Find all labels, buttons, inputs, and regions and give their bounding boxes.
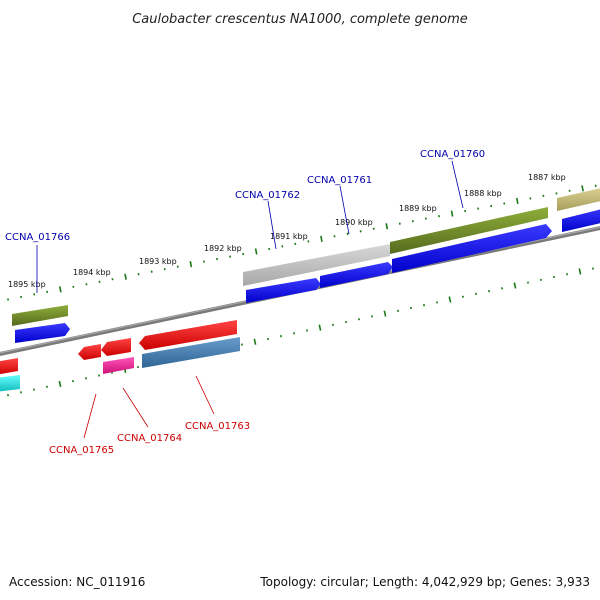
tick-mark [58, 286, 62, 293]
gene-label-CCNA_01762[interactable]: CCNA_01762 [235, 190, 300, 201]
feature-khaki-forward[interactable] [557, 186, 600, 211]
tick-mark [383, 310, 387, 317]
tick-mark [513, 282, 517, 289]
accession-text: Accession: NC_011916 [9, 575, 145, 589]
tick-label: 1892 kbp [204, 244, 242, 253]
tick-mark [320, 235, 323, 242]
feature-green-left[interactable] [12, 305, 68, 326]
tick-mark [253, 338, 257, 345]
tick-label: 1888 kbp [464, 189, 502, 198]
gene-label-CCNA_01764[interactable]: CCNA_01764 [117, 433, 182, 444]
gene-label-CCNA_01763[interactable]: CCNA_01763 [185, 421, 250, 432]
gene-labels-top: CCNA_01766 CCNA_01762 CCNA_01761 CCNA_01… [5, 149, 485, 293]
tick-label: 1894 kbp [73, 268, 111, 277]
gene-labels-bottom: CCNA_01765 CCNA_01764 CCNA_01763 [49, 375, 250, 456]
tick-mark [448, 296, 452, 303]
gene-arrow-CCNA_01763[interactable] [139, 320, 237, 350]
tick-mark [189, 261, 193, 268]
upper-tick-track [7, 184, 597, 301]
genome-summary-text: Topology: circular; Length: 4,042,929 bp… [259, 575, 590, 589]
tick-mark [58, 380, 62, 388]
feature-magenta-reverse[interactable] [103, 357, 134, 374]
feature-red-left-edge[interactable] [0, 358, 18, 375]
gene-label-CCNA_01760[interactable]: CCNA_01760 [420, 149, 485, 160]
gene-arrow-CCNA_01762[interactable] [246, 278, 321, 303]
gene-label-CCNA_01765[interactable]: CCNA_01765 [49, 445, 114, 456]
tick-label: 1891 kbp [270, 232, 308, 241]
feature-gray-forward[interactable] [243, 244, 390, 286]
gene-arrow-CCNA_01761[interactable] [320, 262, 393, 288]
map-title: Caulobacter crescentus NA1000, complete … [132, 12, 468, 27]
tick-mark [124, 273, 127, 280]
feature-green-forward[interactable] [390, 207, 548, 254]
tick-mark [385, 223, 389, 230]
tick-label: 1890 kbp [335, 218, 373, 227]
gene-label-CCNA_01761[interactable]: CCNA_01761 [307, 175, 372, 186]
tick-mark [450, 210, 454, 217]
tick-mark [591, 267, 594, 270]
tick-mark [318, 324, 322, 331]
tick-mark [578, 268, 582, 275]
tick-mark [581, 185, 584, 192]
gene-arrow-right-edge[interactable] [562, 207, 600, 232]
tick-mark [254, 248, 258, 255]
tick-label: 1895 kbp [8, 280, 46, 289]
kbp-labels: 1895 kbp 1894 kbp 1893 kbp 1892 kbp 1891… [8, 173, 566, 289]
gene-label-CCNA_01766[interactable]: CCNA_01766 [5, 232, 70, 243]
tick-mark [515, 197, 519, 205]
gene-arrow-CCNA_01760[interactable] [392, 224, 552, 273]
tick-label: 1889 kbp [399, 204, 437, 213]
tick-label: 1893 kbp [139, 257, 177, 266]
feature-cyan-left-edge[interactable] [0, 375, 20, 392]
tick-label: 1887 kbp [528, 173, 566, 182]
gene-arrow-CCNA_01765[interactable] [78, 344, 101, 360]
gene-arrow-CCNA_01764[interactable] [101, 338, 131, 356]
feature-steel-reverse[interactable] [142, 337, 240, 368]
gene-arrow-CCNA_01766[interactable] [15, 323, 70, 343]
